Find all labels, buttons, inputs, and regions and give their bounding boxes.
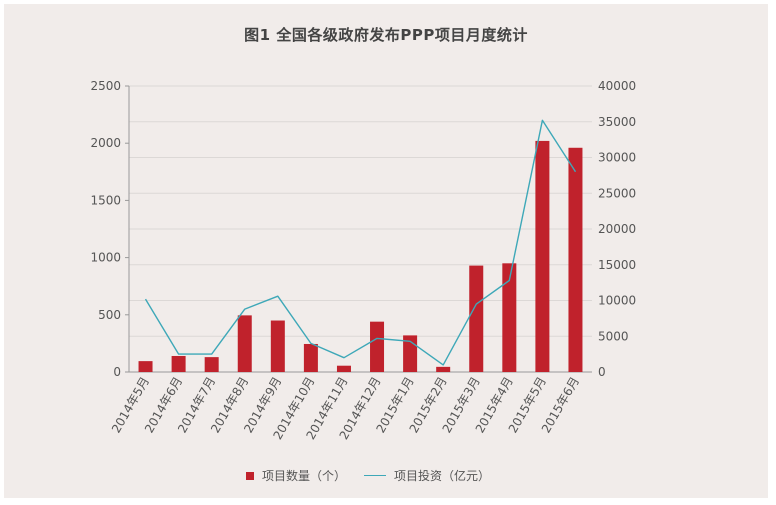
legend: 项目数量（个） 项目投资（亿元） [4,467,768,485]
bar [171,355,186,372]
bar [237,315,252,372]
bar [204,357,219,372]
legend-line-swatch [364,475,386,476]
label-layer: 0500100015002000250005000100001500020000… [90,79,636,442]
legend-item-line: 项目投资（亿元） [364,467,490,484]
bar-layer [138,140,583,372]
y-right-tick-label: 30000 [598,151,636,165]
y-right-tick-label: 40000 [598,79,636,93]
bar [436,366,451,372]
y-right-tick-label: 0 [598,365,606,379]
bar [303,343,318,372]
y-left-tick-label: 500 [98,308,121,322]
bar [270,320,285,372]
bar [138,361,153,372]
y-left-tick-label: 0 [113,365,121,379]
legend-line-label: 项目投资（亿元） [394,469,491,483]
bar [535,140,550,372]
y-right-tick-label: 5000 [598,329,629,343]
bar [336,365,351,372]
y-right-tick-label: 35000 [598,115,636,129]
y-right-tick-label: 25000 [598,186,636,200]
y-left-tick-label: 2000 [90,136,121,150]
legend-item-bar: 项目数量（个） [246,467,346,484]
y-left-tick-label: 1500 [90,193,121,207]
y-right-tick-label: 15000 [598,258,636,272]
bar [568,147,583,372]
y-left-tick-label: 2500 [90,79,121,93]
legend-bar-label: 项目数量（个） [262,469,347,483]
grid-layer [129,85,592,337]
y-right-tick-label: 10000 [598,294,636,308]
chart-frame: 图1 全国各级政府发布PPP项目月度统计 0 500 1000 1500 2000 250… [4,4,768,498]
investment-line [144,119,577,366]
legend-bar-swatch [246,471,254,480]
chart-svg: 0500100015002000250005000100001500020000… [90,79,636,442]
y-right-tick-label: 20000 [598,222,636,236]
bar [502,263,517,372]
line-layer [144,119,577,366]
bar [370,321,385,372]
bar [469,265,484,372]
y-left-tick-label: 1000 [90,251,121,265]
chart-title: 图1 全国各级政府发布PPP项目月度统计 [244,26,528,44]
